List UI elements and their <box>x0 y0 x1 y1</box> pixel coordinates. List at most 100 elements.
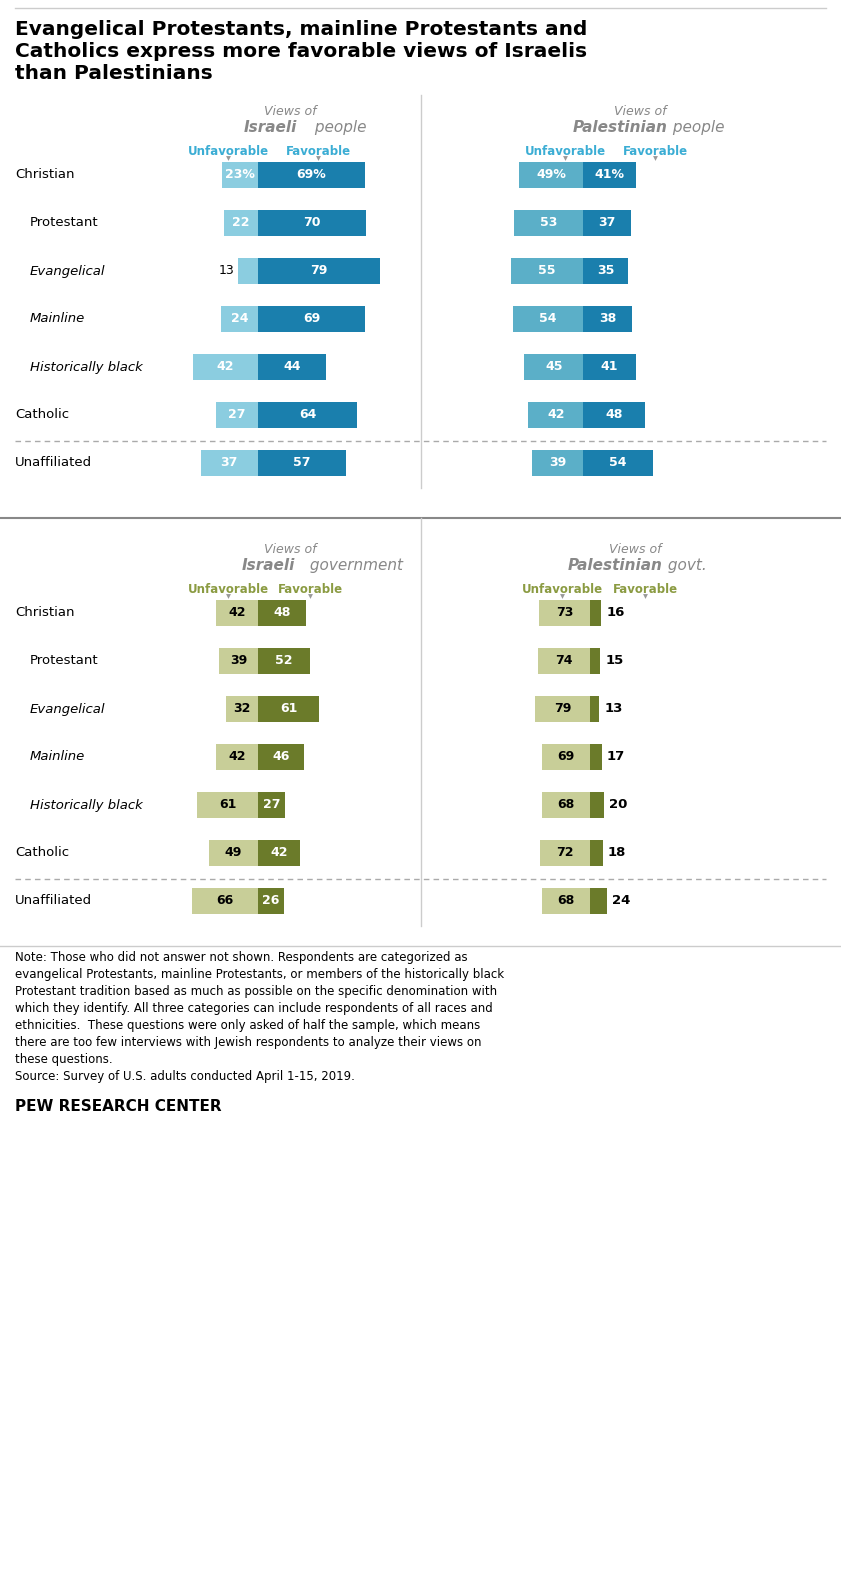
Text: Views of: Views of <box>614 105 666 118</box>
Text: 37: 37 <box>598 217 616 229</box>
Bar <box>216 599 258 626</box>
Text: Christian: Christian <box>15 168 75 182</box>
Text: Unaffiliated: Unaffiliated <box>15 457 93 469</box>
Bar <box>539 599 590 626</box>
Bar <box>258 450 346 475</box>
Text: 53: 53 <box>540 217 558 229</box>
Text: Unfavorable: Unfavorable <box>521 584 602 596</box>
Bar <box>192 888 258 915</box>
Text: 54: 54 <box>539 312 557 325</box>
Bar <box>258 355 326 380</box>
Text: 70: 70 <box>304 217 321 229</box>
Bar <box>221 306 258 333</box>
Text: Catholic: Catholic <box>15 847 69 860</box>
Text: 37: 37 <box>220 457 238 469</box>
Text: 48: 48 <box>606 408 623 422</box>
Text: 27: 27 <box>262 799 280 811</box>
Bar <box>590 792 604 817</box>
Bar <box>535 697 590 722</box>
Text: 69: 69 <box>558 750 574 764</box>
Text: Catholics express more favorable views of Israelis: Catholics express more favorable views o… <box>15 42 587 61</box>
Bar <box>258 839 300 866</box>
Text: 61: 61 <box>219 799 236 811</box>
Text: government: government <box>305 559 403 573</box>
Text: Favorable: Favorable <box>285 144 351 158</box>
Bar <box>258 792 285 817</box>
Text: 79: 79 <box>553 703 571 715</box>
Bar <box>590 697 599 722</box>
Text: Views of: Views of <box>264 105 316 118</box>
Bar <box>583 355 637 380</box>
Text: Unaffiliated: Unaffiliated <box>15 894 93 907</box>
Bar <box>258 257 380 284</box>
Text: 42: 42 <box>217 361 234 373</box>
Text: 48: 48 <box>273 607 291 620</box>
Text: 13: 13 <box>604 703 622 715</box>
Text: there are too few interviews with Jewish respondents to analyze their views on: there are too few interviews with Jewish… <box>15 1036 482 1050</box>
Bar <box>542 888 590 915</box>
Text: 41: 41 <box>601 361 618 373</box>
Bar <box>197 792 258 817</box>
Text: Christian: Christian <box>15 607 75 620</box>
Text: 39: 39 <box>549 457 566 469</box>
Bar <box>538 648 590 675</box>
Text: 74: 74 <box>555 654 573 667</box>
Bar <box>238 257 258 284</box>
Text: 49%: 49% <box>537 168 566 182</box>
Text: Views of: Views of <box>264 543 316 555</box>
Text: 64: 64 <box>299 408 316 422</box>
Bar <box>514 210 583 235</box>
Text: 26: 26 <box>262 894 280 907</box>
Text: 61: 61 <box>280 703 297 715</box>
Bar <box>513 306 583 333</box>
Text: 79: 79 <box>310 265 328 278</box>
Bar <box>258 306 365 333</box>
Bar <box>583 257 628 284</box>
Text: Palestinian: Palestinian <box>573 119 668 135</box>
Text: than Palestinians: than Palestinians <box>15 64 213 83</box>
Bar <box>216 744 258 770</box>
Text: ethnicities.  These questions were only asked of half the sample, which means: ethnicities. These questions were only a… <box>15 1018 480 1032</box>
Bar <box>542 744 590 770</box>
Text: govt.: govt. <box>663 559 706 573</box>
Bar <box>219 648 258 675</box>
Text: Israeli: Israeli <box>241 559 294 573</box>
Bar <box>590 648 600 675</box>
Text: Favorable: Favorable <box>612 584 678 596</box>
Bar <box>590 839 603 866</box>
Text: 72: 72 <box>556 847 574 860</box>
Text: Israeli: Israeli <box>243 119 297 135</box>
Text: Mainline: Mainline <box>30 312 85 325</box>
Text: 55: 55 <box>538 265 556 278</box>
Text: 52: 52 <box>275 654 293 667</box>
Bar <box>216 402 258 428</box>
Text: Evangelical: Evangelical <box>30 265 105 278</box>
Bar <box>532 450 583 475</box>
Text: Catholic: Catholic <box>15 408 69 422</box>
Bar <box>258 888 284 915</box>
Bar <box>519 162 583 188</box>
Text: 23%: 23% <box>225 168 255 182</box>
Text: 54: 54 <box>610 457 627 469</box>
Text: 24: 24 <box>611 894 630 907</box>
Bar <box>258 402 357 428</box>
Text: people: people <box>310 119 367 135</box>
Bar <box>201 450 258 475</box>
Bar <box>590 599 601 626</box>
Bar <box>258 744 304 770</box>
Text: 39: 39 <box>230 654 247 667</box>
Bar <box>583 402 645 428</box>
Text: 32: 32 <box>233 703 251 715</box>
Bar <box>222 162 258 188</box>
Text: Palestinian: Palestinian <box>568 559 663 573</box>
Bar <box>583 210 631 235</box>
Text: 42: 42 <box>270 847 288 860</box>
Text: 73: 73 <box>556 607 573 620</box>
Bar <box>258 599 306 626</box>
Bar <box>525 355 583 380</box>
Text: Evangelical Protestants, mainline Protestants and: Evangelical Protestants, mainline Protes… <box>15 20 587 39</box>
Text: Historically black: Historically black <box>30 799 143 811</box>
Bar <box>590 888 607 915</box>
Text: 68: 68 <box>558 799 575 811</box>
Text: 69: 69 <box>303 312 320 325</box>
